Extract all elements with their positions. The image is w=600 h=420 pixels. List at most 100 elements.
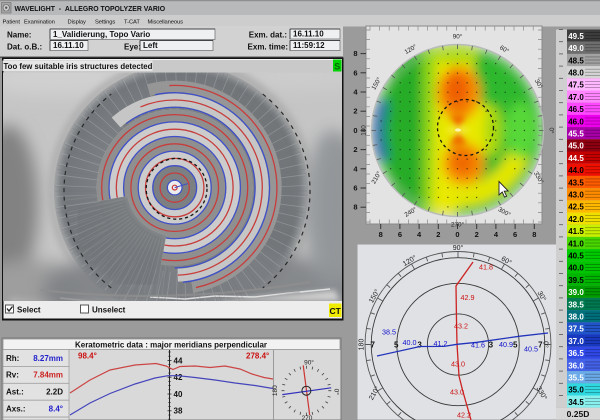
svg-text:46.0: 46.0 [568, 117, 584, 126]
svg-text:35.0: 35.0 [568, 386, 584, 395]
svg-text:CT: CT [330, 306, 342, 316]
svg-text:39.5: 39.5 [568, 276, 584, 285]
svg-text:0: 0 [455, 230, 459, 239]
svg-text:90°: 90° [304, 359, 314, 367]
svg-text:180: 180 [358, 339, 365, 351]
svg-text:2: 2 [475, 230, 479, 239]
svg-text:37.0: 37.0 [568, 337, 584, 346]
svg-text:2: 2 [353, 107, 357, 116]
svg-text:42.2: 42.2 [457, 411, 471, 420]
svg-text:4: 4 [417, 230, 422, 239]
svg-text:5: 5 [513, 341, 518, 350]
svg-text:3: 3 [417, 341, 422, 350]
svg-text:6: 6 [353, 68, 357, 77]
svg-text:41.0: 41.0 [568, 239, 584, 248]
svg-text:44.5: 44.5 [568, 154, 584, 163]
svg-text:43.5: 43.5 [568, 178, 584, 187]
svg-text:Examination: Examination [24, 20, 55, 26]
svg-text:8: 8 [532, 230, 536, 239]
svg-text:60°: 60° [498, 43, 511, 55]
svg-text:41.8: 41.8 [479, 263, 493, 272]
svg-text:49.5: 49.5 [568, 32, 584, 41]
svg-text:48.0: 48.0 [568, 69, 584, 78]
svg-text:42.9: 42.9 [461, 293, 475, 302]
svg-text:180: 180 [272, 385, 279, 396]
svg-text:8: 8 [379, 230, 383, 239]
svg-text:34.5: 34.5 [568, 398, 584, 407]
svg-text:35.5: 35.5 [568, 374, 584, 383]
svg-text:Keratometric data : major meri: Keratometric data : major meridians perp… [75, 340, 267, 349]
svg-text:4: 4 [353, 164, 358, 173]
svg-text:7: 7 [370, 341, 375, 350]
svg-text:47.5: 47.5 [568, 81, 584, 90]
svg-text:8: 8 [353, 203, 357, 212]
svg-text:1_Validierung, Topo Vario: 1_Validierung, Topo Vario [53, 30, 150, 39]
svg-text:Patient: Patient [3, 20, 21, 26]
svg-text:30°: 30° [533, 77, 545, 90]
svg-text:8: 8 [353, 49, 357, 58]
svg-text:98.4°: 98.4° [78, 352, 97, 361]
svg-text:47.0: 47.0 [568, 93, 584, 102]
svg-text:0: 0 [353, 126, 357, 135]
svg-text:2: 2 [436, 230, 440, 239]
svg-text:90°: 90° [453, 244, 464, 252]
svg-text:Too few suitable iris structur: Too few suitable iris structures detecte… [4, 62, 153, 71]
svg-text:WAVELIGHT - ALLEGRO TOPOLYZE: WAVELIGHT - ALLEGRO TOPOLYZER VARIO [15, 6, 166, 13]
svg-text:0°: 0° [547, 127, 555, 134]
svg-text:16.11.10: 16.11.10 [53, 41, 84, 50]
svg-text:6: 6 [513, 230, 517, 239]
svg-text:Name:: Name: [7, 31, 31, 40]
svg-text:Rh:: Rh: [6, 354, 19, 363]
svg-text:43.0: 43.0 [451, 360, 465, 369]
svg-text:6: 6 [353, 184, 357, 193]
svg-text:42.5: 42.5 [568, 203, 584, 212]
svg-text:3: 3 [489, 341, 494, 350]
svg-text:39.0: 39.0 [568, 288, 584, 297]
svg-text:44: 44 [174, 356, 183, 365]
svg-text:46.5: 46.5 [568, 105, 584, 114]
svg-text:40.5: 40.5 [524, 345, 538, 354]
svg-text:40.0: 40.0 [568, 264, 584, 273]
svg-text:4: 4 [353, 88, 358, 97]
svg-text:7.84mm: 7.84mm [33, 371, 63, 380]
svg-text:Ast.:: Ast.: [6, 388, 24, 397]
svg-text:44.0: 44.0 [568, 166, 584, 175]
svg-text:40.0: 40.0 [403, 338, 417, 347]
svg-text:40.5: 40.5 [568, 252, 584, 261]
svg-text:45.5: 45.5 [568, 130, 584, 139]
svg-text:43.0: 43.0 [450, 388, 464, 397]
svg-text:Select: Select [17, 306, 41, 315]
svg-text:Left: Left [143, 41, 158, 50]
svg-text:Unselect: Unselect [92, 306, 126, 315]
svg-text:5: 5 [394, 341, 399, 350]
svg-text:7: 7 [538, 341, 543, 350]
svg-text:Display: Display [68, 20, 87, 26]
svg-text:270: 270 [302, 415, 313, 420]
svg-text:Miscellaneous: Miscellaneous [148, 20, 184, 26]
svg-text:0°: 0° [333, 389, 341, 396]
svg-text:38: 38 [174, 407, 183, 416]
svg-text:36.0: 36.0 [568, 361, 584, 370]
svg-text:Exm. time:: Exm. time: [248, 43, 288, 52]
svg-text:8.4°: 8.4° [49, 405, 63, 414]
svg-text:4: 4 [494, 230, 499, 239]
svg-text:0.25D: 0.25D [567, 409, 590, 419]
svg-text:38.0: 38.0 [568, 313, 584, 322]
svg-text:43.2: 43.2 [454, 322, 468, 331]
svg-text:41.2: 41.2 [434, 339, 448, 348]
svg-text:37.5: 37.5 [568, 325, 584, 334]
svg-text:0°: 0° [542, 341, 550, 348]
svg-text:40.9: 40.9 [499, 340, 513, 349]
svg-text:90°: 90° [453, 33, 463, 41]
svg-text:42: 42 [174, 373, 183, 382]
svg-text:43.0: 43.0 [568, 191, 584, 200]
svg-text:Settings: Settings [95, 20, 115, 26]
svg-text:Exm. dat.:: Exm. dat.: [249, 31, 287, 40]
svg-text:48.5: 48.5 [568, 56, 584, 65]
svg-text:36.5: 36.5 [568, 349, 584, 358]
svg-text:42.0: 42.0 [568, 215, 584, 224]
svg-text:8.27mm: 8.27mm [33, 354, 63, 363]
svg-text:T-CAT: T-CAT [124, 20, 140, 26]
svg-text:2.2D: 2.2D [46, 388, 63, 397]
svg-text:Dat. o.B.:: Dat. o.B.: [7, 43, 42, 52]
